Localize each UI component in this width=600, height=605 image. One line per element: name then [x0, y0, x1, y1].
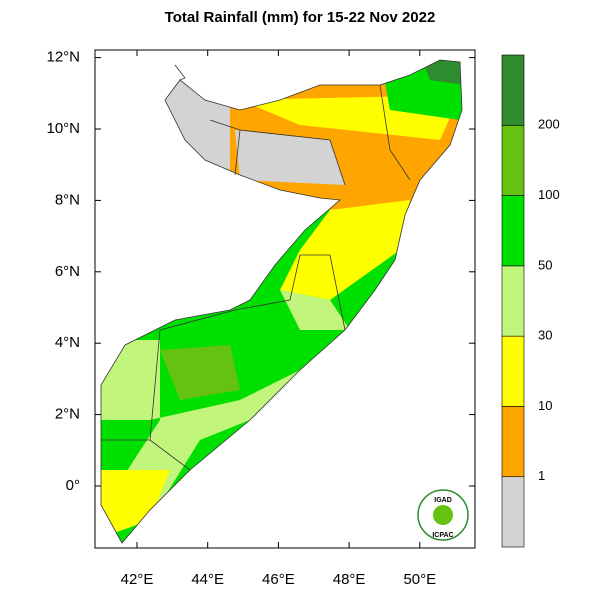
colorbar-segment: [501, 195, 525, 267]
lat-label: 10°N: [46, 120, 80, 137]
lon-label: 46°E: [262, 571, 295, 588]
logo-top: IGAD: [434, 497, 452, 504]
lat-label: 4°N: [55, 334, 80, 351]
lat-label: 8°N: [55, 191, 80, 208]
colorbar-segment: [501, 265, 525, 337]
lon-label: 48°E: [333, 571, 366, 588]
colorbar-segment: [501, 54, 525, 126]
rainfall-field: [101, 60, 462, 543]
lat-label: 6°N: [55, 263, 80, 280]
lat-label: 2°N: [55, 406, 80, 423]
lon-label: 44°E: [191, 571, 224, 588]
lon-label: 50°E: [403, 571, 436, 588]
colorbar-label: 10: [538, 398, 552, 413]
lat-label: 0°: [66, 477, 80, 494]
logo: IGAD ICPAC: [417, 489, 469, 541]
lat-label: 12°N: [46, 49, 80, 66]
colorbar-label: 100: [538, 187, 560, 202]
colorbar-label: 200: [538, 117, 560, 132]
colorbar-segment: [501, 335, 525, 407]
lon-label: 42°E: [121, 571, 154, 588]
map-title: Total Rainfall (mm) for 15-22 Nov 2022: [165, 9, 436, 26]
colorbar-label: 1: [538, 468, 545, 483]
colorbar-segment: [501, 124, 525, 196]
logo-bottom: ICPAC: [432, 532, 453, 539]
colorbar-label: 30: [538, 328, 552, 343]
map-frame: [94, 49, 476, 549]
colorbar-label: 50: [538, 257, 552, 272]
colorbar-segment: [501, 406, 525, 478]
borders: [100, 59, 463, 544]
colorbar-segment: [501, 476, 525, 548]
